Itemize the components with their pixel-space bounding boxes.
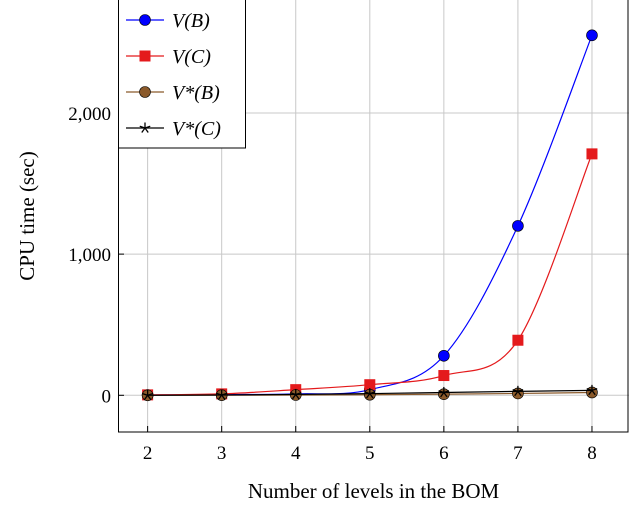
- series-3: [142, 384, 598, 401]
- data-point: [216, 389, 228, 400]
- data-point: [438, 386, 450, 398]
- data-point: [586, 384, 598, 396]
- legend-item: V*(B): [126, 82, 220, 104]
- x-tick-label: 3: [217, 443, 227, 464]
- legend-box: [118, 0, 246, 149]
- data-point: [586, 29, 598, 42]
- y-tick-label: 0: [102, 386, 112, 407]
- y-tick-label: 2,000: [68, 104, 111, 125]
- legend-marker: [139, 122, 151, 133]
- legend-item: V(C): [126, 46, 211, 68]
- legend-marker: [139, 14, 151, 26]
- legend-label: V(B): [172, 10, 210, 32]
- legend: V(B) V(C) V*(B) V*(C): [118, 0, 246, 149]
- x-axis-label: Number of levels in the BOM: [248, 479, 500, 503]
- tick-labels: 2 3 4 5 6 7 8 0 1,000 2,000: [68, 104, 596, 464]
- data-point: [438, 370, 450, 382]
- data-point: [512, 334, 524, 346]
- plot-frame: [118, 0, 629, 433]
- data-point: [290, 388, 302, 400]
- data-point: [364, 388, 376, 399]
- data-point: [512, 220, 524, 232]
- legend-item: V*(C): [126, 118, 221, 140]
- y-axis-label: CPU time (sec): [15, 151, 39, 280]
- x-tick-label: 4: [291, 443, 301, 464]
- x-tick-label: 2: [143, 443, 153, 464]
- legend-label: V*(C): [172, 118, 221, 140]
- legend-label: V*(B): [172, 82, 220, 104]
- x-tick-label: 6: [439, 443, 449, 464]
- legend-marker: [139, 50, 151, 62]
- legend-marker: [139, 86, 151, 98]
- x-tick-label: 8: [587, 443, 597, 464]
- legend-item: V(B): [126, 10, 210, 32]
- data-point: [512, 385, 524, 397]
- y-tick-label: 1,000: [68, 245, 111, 266]
- x-tick-label: 5: [365, 443, 375, 464]
- data-point: [364, 379, 376, 391]
- data-point: [438, 349, 450, 362]
- legend-label: V(C): [172, 46, 211, 68]
- data-point: [142, 389, 154, 401]
- x-tick-label: 7: [513, 443, 523, 464]
- data-point: [586, 148, 598, 160]
- series-layer: [141, 29, 598, 402]
